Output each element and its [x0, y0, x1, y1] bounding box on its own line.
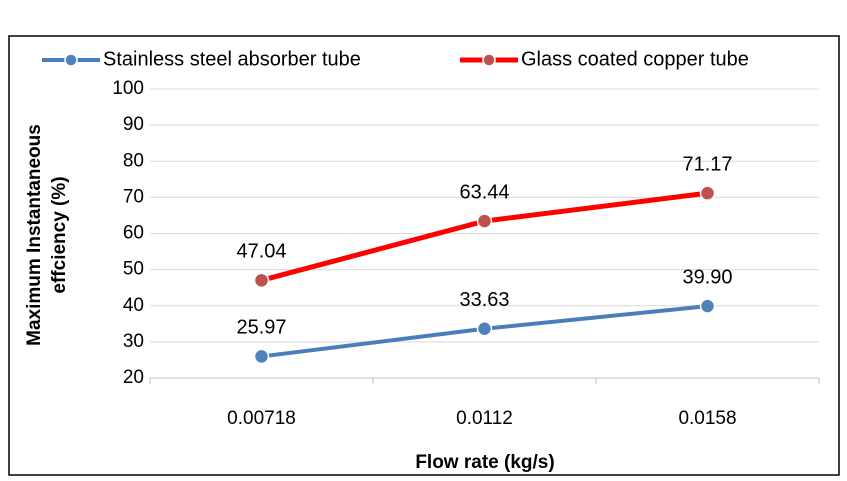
y-tick-label: 60	[123, 223, 144, 244]
data-point	[699, 185, 716, 201]
y-tick-label: 80	[123, 150, 144, 171]
data-label: 71.17	[682, 153, 732, 175]
y-tick-label: 50	[123, 259, 144, 280]
chart-frame	[8, 35, 840, 476]
y-tick-label: 40	[123, 295, 144, 316]
y-axis-title-line: Maximum Instantaneous	[24, 124, 45, 346]
data-label: 25.97	[236, 317, 286, 339]
y-axis-title: Maximum Instantaneous effciency (%)	[24, 124, 70, 346]
data-point	[476, 321, 493, 337]
data-point	[253, 272, 270, 289]
data-point	[253, 348, 270, 365]
y-tick-label: 30	[123, 331, 144, 352]
x-tick-label: 0.0158	[678, 408, 736, 429]
legend-label: Stainless steel absorber tube	[103, 48, 361, 70]
x-axis-title: Flow rate (kg/s)	[415, 452, 554, 473]
y-tick-label: 100	[112, 78, 144, 99]
data-label: 47.04	[236, 241, 286, 263]
y-tick-label: 70	[123, 186, 144, 207]
legend-label: Glass coated copper tube	[521, 48, 749, 70]
y-axis-title-line: effciency (%)	[49, 176, 70, 293]
data-label: 39.90	[682, 266, 732, 288]
x-tick-label: 0.0112	[456, 408, 513, 429]
data-point	[476, 213, 493, 229]
y-tick-label: 20	[123, 367, 144, 388]
legend-marker	[64, 53, 78, 67]
x-tick-label: 0.00718	[227, 408, 296, 429]
y-tick-label: 90	[123, 114, 144, 135]
data-label: 63.44	[459, 181, 509, 203]
data-point	[699, 298, 716, 314]
legend-marker	[482, 53, 496, 67]
data-label: 33.63	[459, 289, 509, 311]
